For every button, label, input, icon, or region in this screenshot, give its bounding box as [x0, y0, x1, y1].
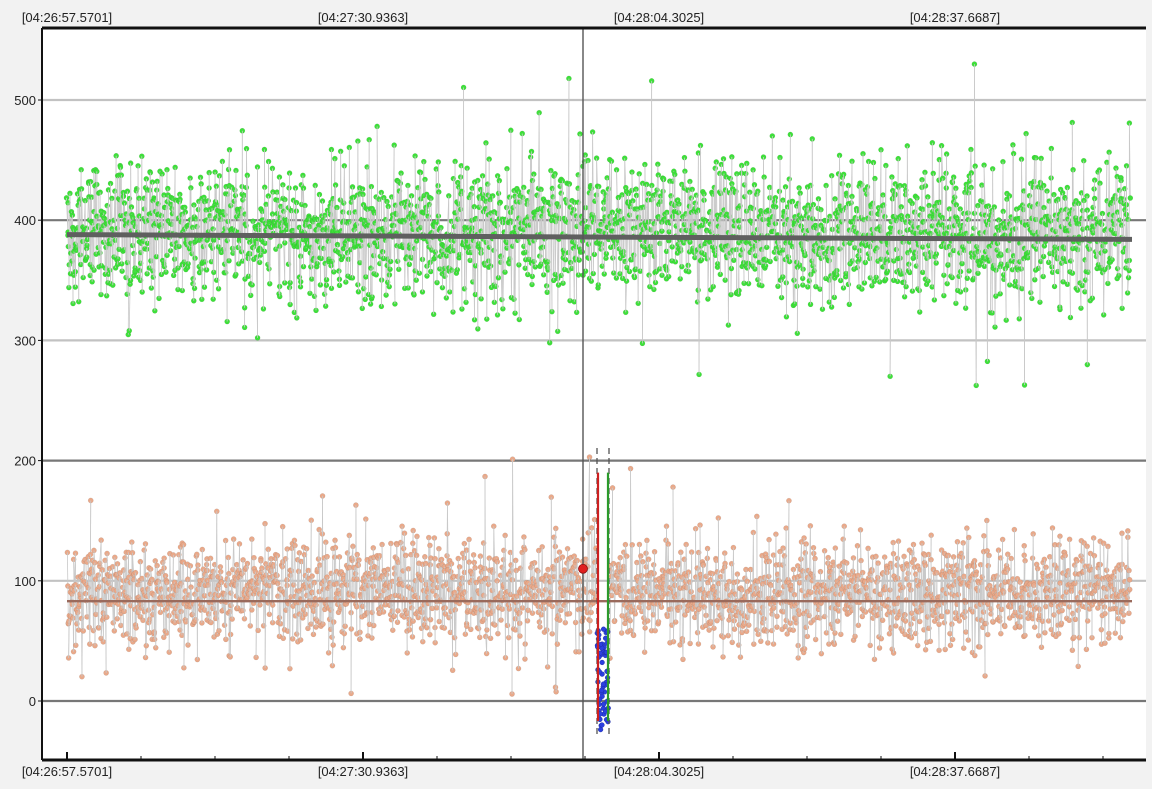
series-0-point	[239, 197, 246, 203]
series-0-segment	[1011, 144, 1014, 270]
series-0-segment	[198, 240, 201, 267]
series-0-segment	[135, 190, 138, 236]
series-0-segment	[161, 173, 164, 261]
series-0-segment	[1050, 148, 1053, 267]
series-0-segment	[128, 284, 131, 331]
series-0-segment	[839, 155, 841, 207]
series-0-segment	[164, 207, 166, 237]
series-0-segment	[204, 261, 206, 288]
series-0-segment	[957, 221, 959, 291]
series-0-segment	[187, 225, 189, 268]
series-0-segment	[76, 227, 79, 248]
series-0-segment	[340, 151, 342, 231]
series-0-segment	[103, 217, 106, 269]
series-0-segment	[1053, 194, 1055, 252]
series-0-segment	[475, 218, 477, 266]
series-0-segment	[712, 194, 714, 287]
series-0-segment	[127, 222, 130, 335]
series-0-segment	[104, 247, 107, 275]
series-0-segment	[271, 168, 274, 192]
series-0-segment	[1041, 187, 1043, 220]
series-0-segment	[203, 197, 205, 288]
series-0-segment	[537, 209, 539, 235]
series-0-segment	[206, 240, 208, 270]
series-0-segment	[147, 220, 150, 244]
series-0-segment	[124, 202, 126, 221]
plot-area[interactable]	[42, 28, 1146, 760]
series-green	[63, 61, 1134, 389]
series-0-segment	[199, 177, 201, 241]
series-0-segment	[179, 199, 182, 222]
series-0-segment	[177, 217, 180, 269]
series-0-segment	[115, 155, 117, 268]
series-0-segment	[127, 191, 130, 223]
series-0-segment	[698, 227, 700, 375]
